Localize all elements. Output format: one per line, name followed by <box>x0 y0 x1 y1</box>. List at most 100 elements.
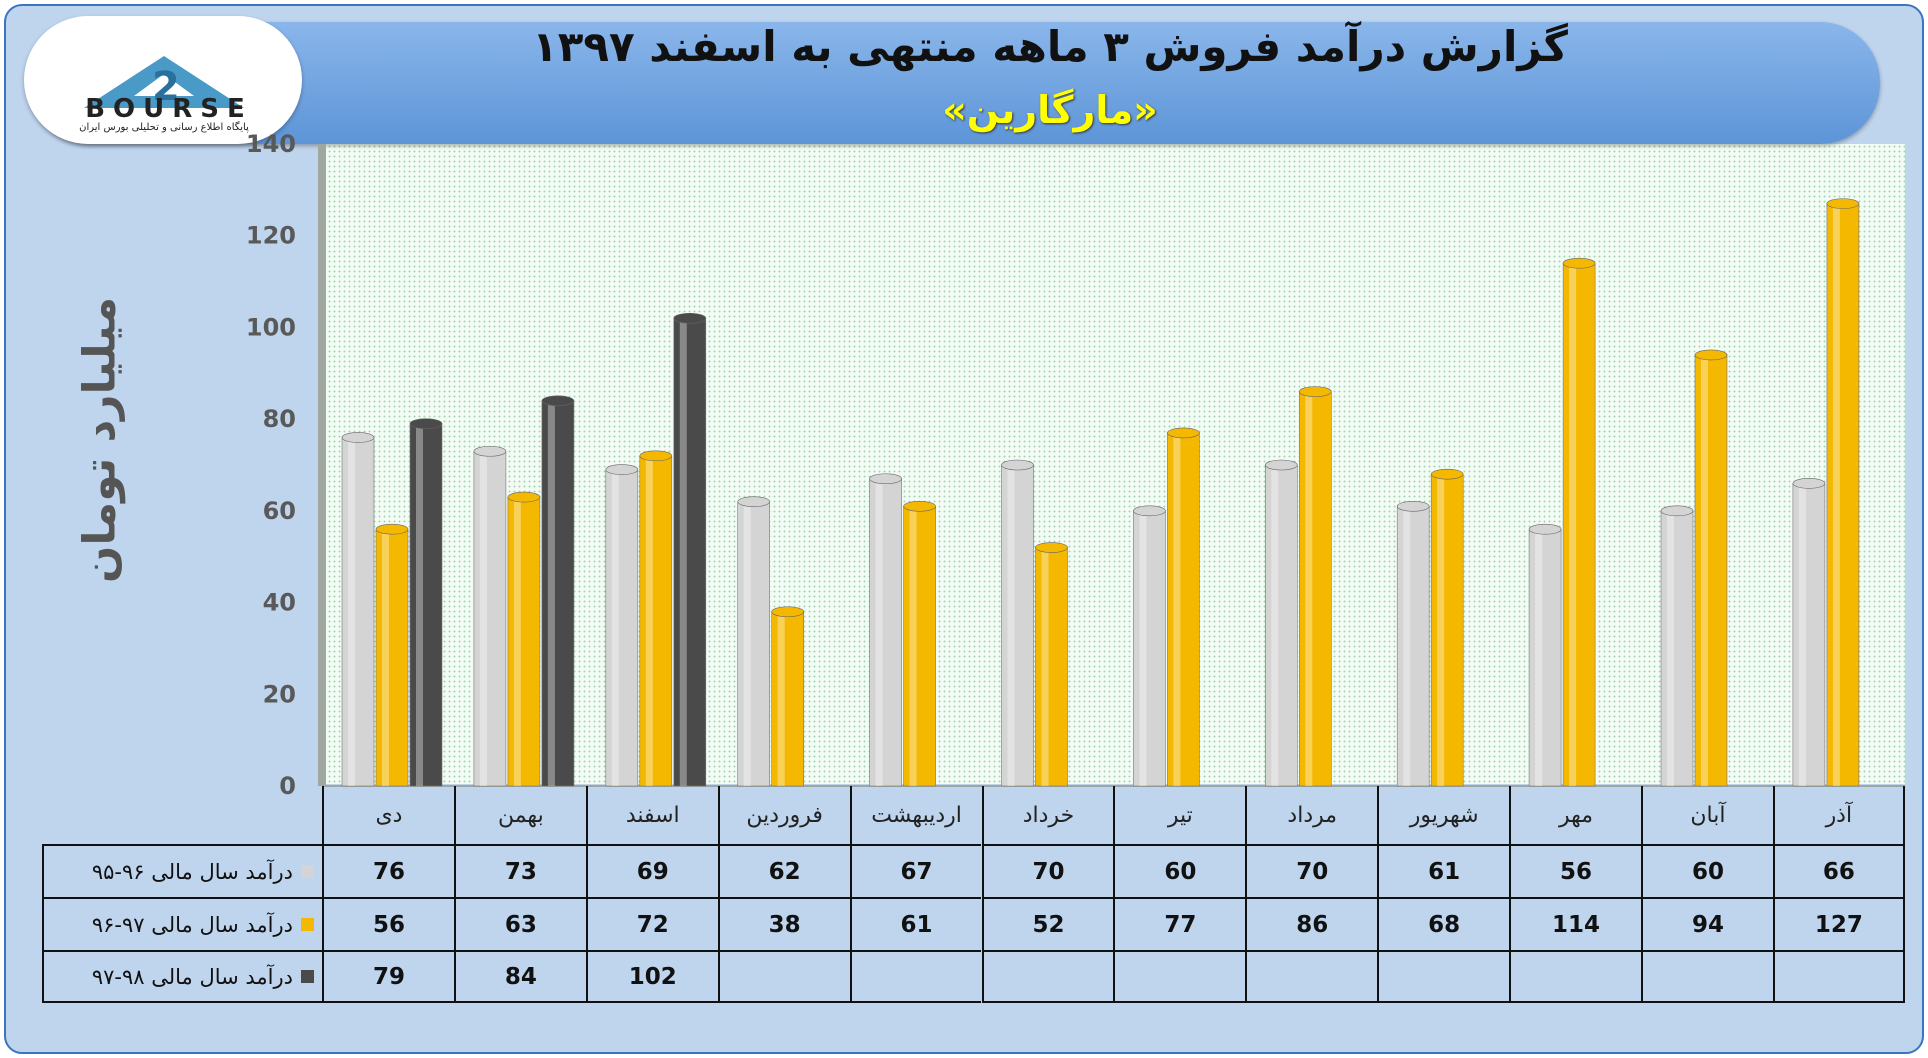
x-tick-label: تیر <box>1113 786 1245 844</box>
x-tick-label: مرداد <box>1245 786 1377 844</box>
data-label: 52 <box>981 897 1114 950</box>
bar <box>605 464 639 787</box>
data-label: 70 <box>1245 844 1378 897</box>
legend-label: درآمد سال مالی ۹۸-۹۷ <box>91 964 293 989</box>
bar <box>1660 505 1694 787</box>
legend-entry: درآمد سال مالی ۹۸-۹۷ <box>42 950 322 1003</box>
x-tick-label: آذر <box>1772 786 1905 844</box>
y-tick-label: 120 <box>246 222 296 250</box>
legend-label: درآمد سال مالی ۹۶-۹۵ <box>91 859 293 884</box>
data-label: 77 <box>1113 897 1246 950</box>
table-cell-empty <box>1772 950 1905 1003</box>
bar <box>1265 459 1298 787</box>
bar <box>737 496 771 787</box>
bar <box>1528 523 1562 787</box>
data-label: 73 <box>453 844 586 897</box>
x-tick-label: اردیبهشت <box>849 786 982 844</box>
legend-entry: درآمد سال مالی ۹۷-۹۶ <box>42 897 322 950</box>
data-label: 79 <box>322 950 454 1003</box>
bar <box>473 445 507 787</box>
legend-label: درآمد سال مالی ۹۷-۹۶ <box>91 912 293 937</box>
data-label: 86 <box>1245 897 1378 950</box>
bar <box>1167 427 1200 787</box>
data-label: 114 <box>1509 897 1641 950</box>
y-axis-line <box>318 144 326 786</box>
data-label: 69 <box>585 844 718 897</box>
data-label: 102 <box>585 950 718 1003</box>
bar <box>1001 459 1034 787</box>
svg-text:2: 2 <box>152 64 180 110</box>
logo: 2 BOURSE پایگاه اطلاع رسانی و تحلیلی بور… <box>24 16 302 144</box>
y-tick-label: 60 <box>263 497 296 525</box>
data-label: 60 <box>1113 844 1246 897</box>
data-label: 66 <box>1772 844 1905 897</box>
data-label: 76 <box>322 844 454 897</box>
bar <box>1562 257 1596 787</box>
y-tick-label: 100 <box>246 313 296 341</box>
y-tick-label: 80 <box>263 405 296 433</box>
x-tick-label: فروردین <box>717 786 850 844</box>
x-tick-label: بهمن <box>453 786 586 844</box>
bar <box>1133 505 1166 787</box>
y-tick-label: 140 <box>246 130 296 158</box>
data-label: 94 <box>1641 897 1773 950</box>
data-label: 56 <box>1509 844 1641 897</box>
bar <box>1792 478 1826 787</box>
bar <box>1694 349 1728 787</box>
x-tick-label: خرداد <box>981 786 1114 844</box>
table-cell-empty <box>717 950 850 1003</box>
bar <box>903 500 936 787</box>
data-label: 63 <box>453 897 586 950</box>
logo-subtext: پایگاه اطلاع رسانی و تحلیلی بورس ایران <box>79 122 249 133</box>
bar <box>409 418 443 787</box>
table-cell-empty <box>1509 950 1641 1003</box>
bar <box>507 491 541 787</box>
data-label: 61 <box>1377 844 1510 897</box>
logo-mark-icon: 2 <box>84 56 244 110</box>
table-cell-empty <box>1641 950 1773 1003</box>
data-label: 72 <box>585 897 718 950</box>
table-cell-empty <box>981 950 1114 1003</box>
chart-subtitle: «مارگارین» <box>942 88 1158 132</box>
data-label: 56 <box>322 897 454 950</box>
data-label: 62 <box>717 844 850 897</box>
bar <box>375 523 409 787</box>
x-tick-label: اسفند <box>585 786 718 844</box>
bar <box>341 432 375 787</box>
bar <box>1826 198 1860 787</box>
bar <box>1299 386 1332 787</box>
y-tick-label: 20 <box>263 680 296 708</box>
plot-area <box>322 144 1905 784</box>
data-label: 84 <box>453 950 586 1003</box>
legend-swatch <box>301 918 314 931</box>
bar <box>771 606 805 787</box>
x-tick-label: آبان <box>1641 786 1773 844</box>
bar <box>541 395 575 787</box>
bar <box>1035 542 1068 787</box>
legend-entry: درآمد سال مالی ۹۶-۹۵ <box>42 844 322 897</box>
title-banner <box>30 22 1880 144</box>
data-label: 61 <box>849 897 982 950</box>
bar <box>673 312 707 787</box>
bar <box>639 450 673 787</box>
y-tick-label: 40 <box>263 589 296 617</box>
table-cell-empty <box>1245 950 1378 1003</box>
data-label: 70 <box>981 844 1114 897</box>
y-tick-label: 0 <box>279 772 296 800</box>
chart-title: گزارش درآمد فروش ۳ ماهه منتهی به اسفند ۱… <box>532 22 1568 71</box>
table-cell-empty <box>1113 950 1246 1003</box>
logo-text: BOURSE <box>85 94 253 124</box>
bar <box>869 473 902 787</box>
table-cell-empty <box>1377 950 1510 1003</box>
data-label: 38 <box>717 897 850 950</box>
bar <box>1396 500 1430 787</box>
data-label: 67 <box>849 844 982 897</box>
x-tick-label: مهر <box>1509 786 1641 844</box>
data-label: 68 <box>1377 897 1510 950</box>
data-label: 127 <box>1772 897 1905 950</box>
x-tick-label: شهریور <box>1377 786 1509 844</box>
legend-swatch <box>301 970 314 983</box>
table-cell-empty <box>849 950 982 1003</box>
